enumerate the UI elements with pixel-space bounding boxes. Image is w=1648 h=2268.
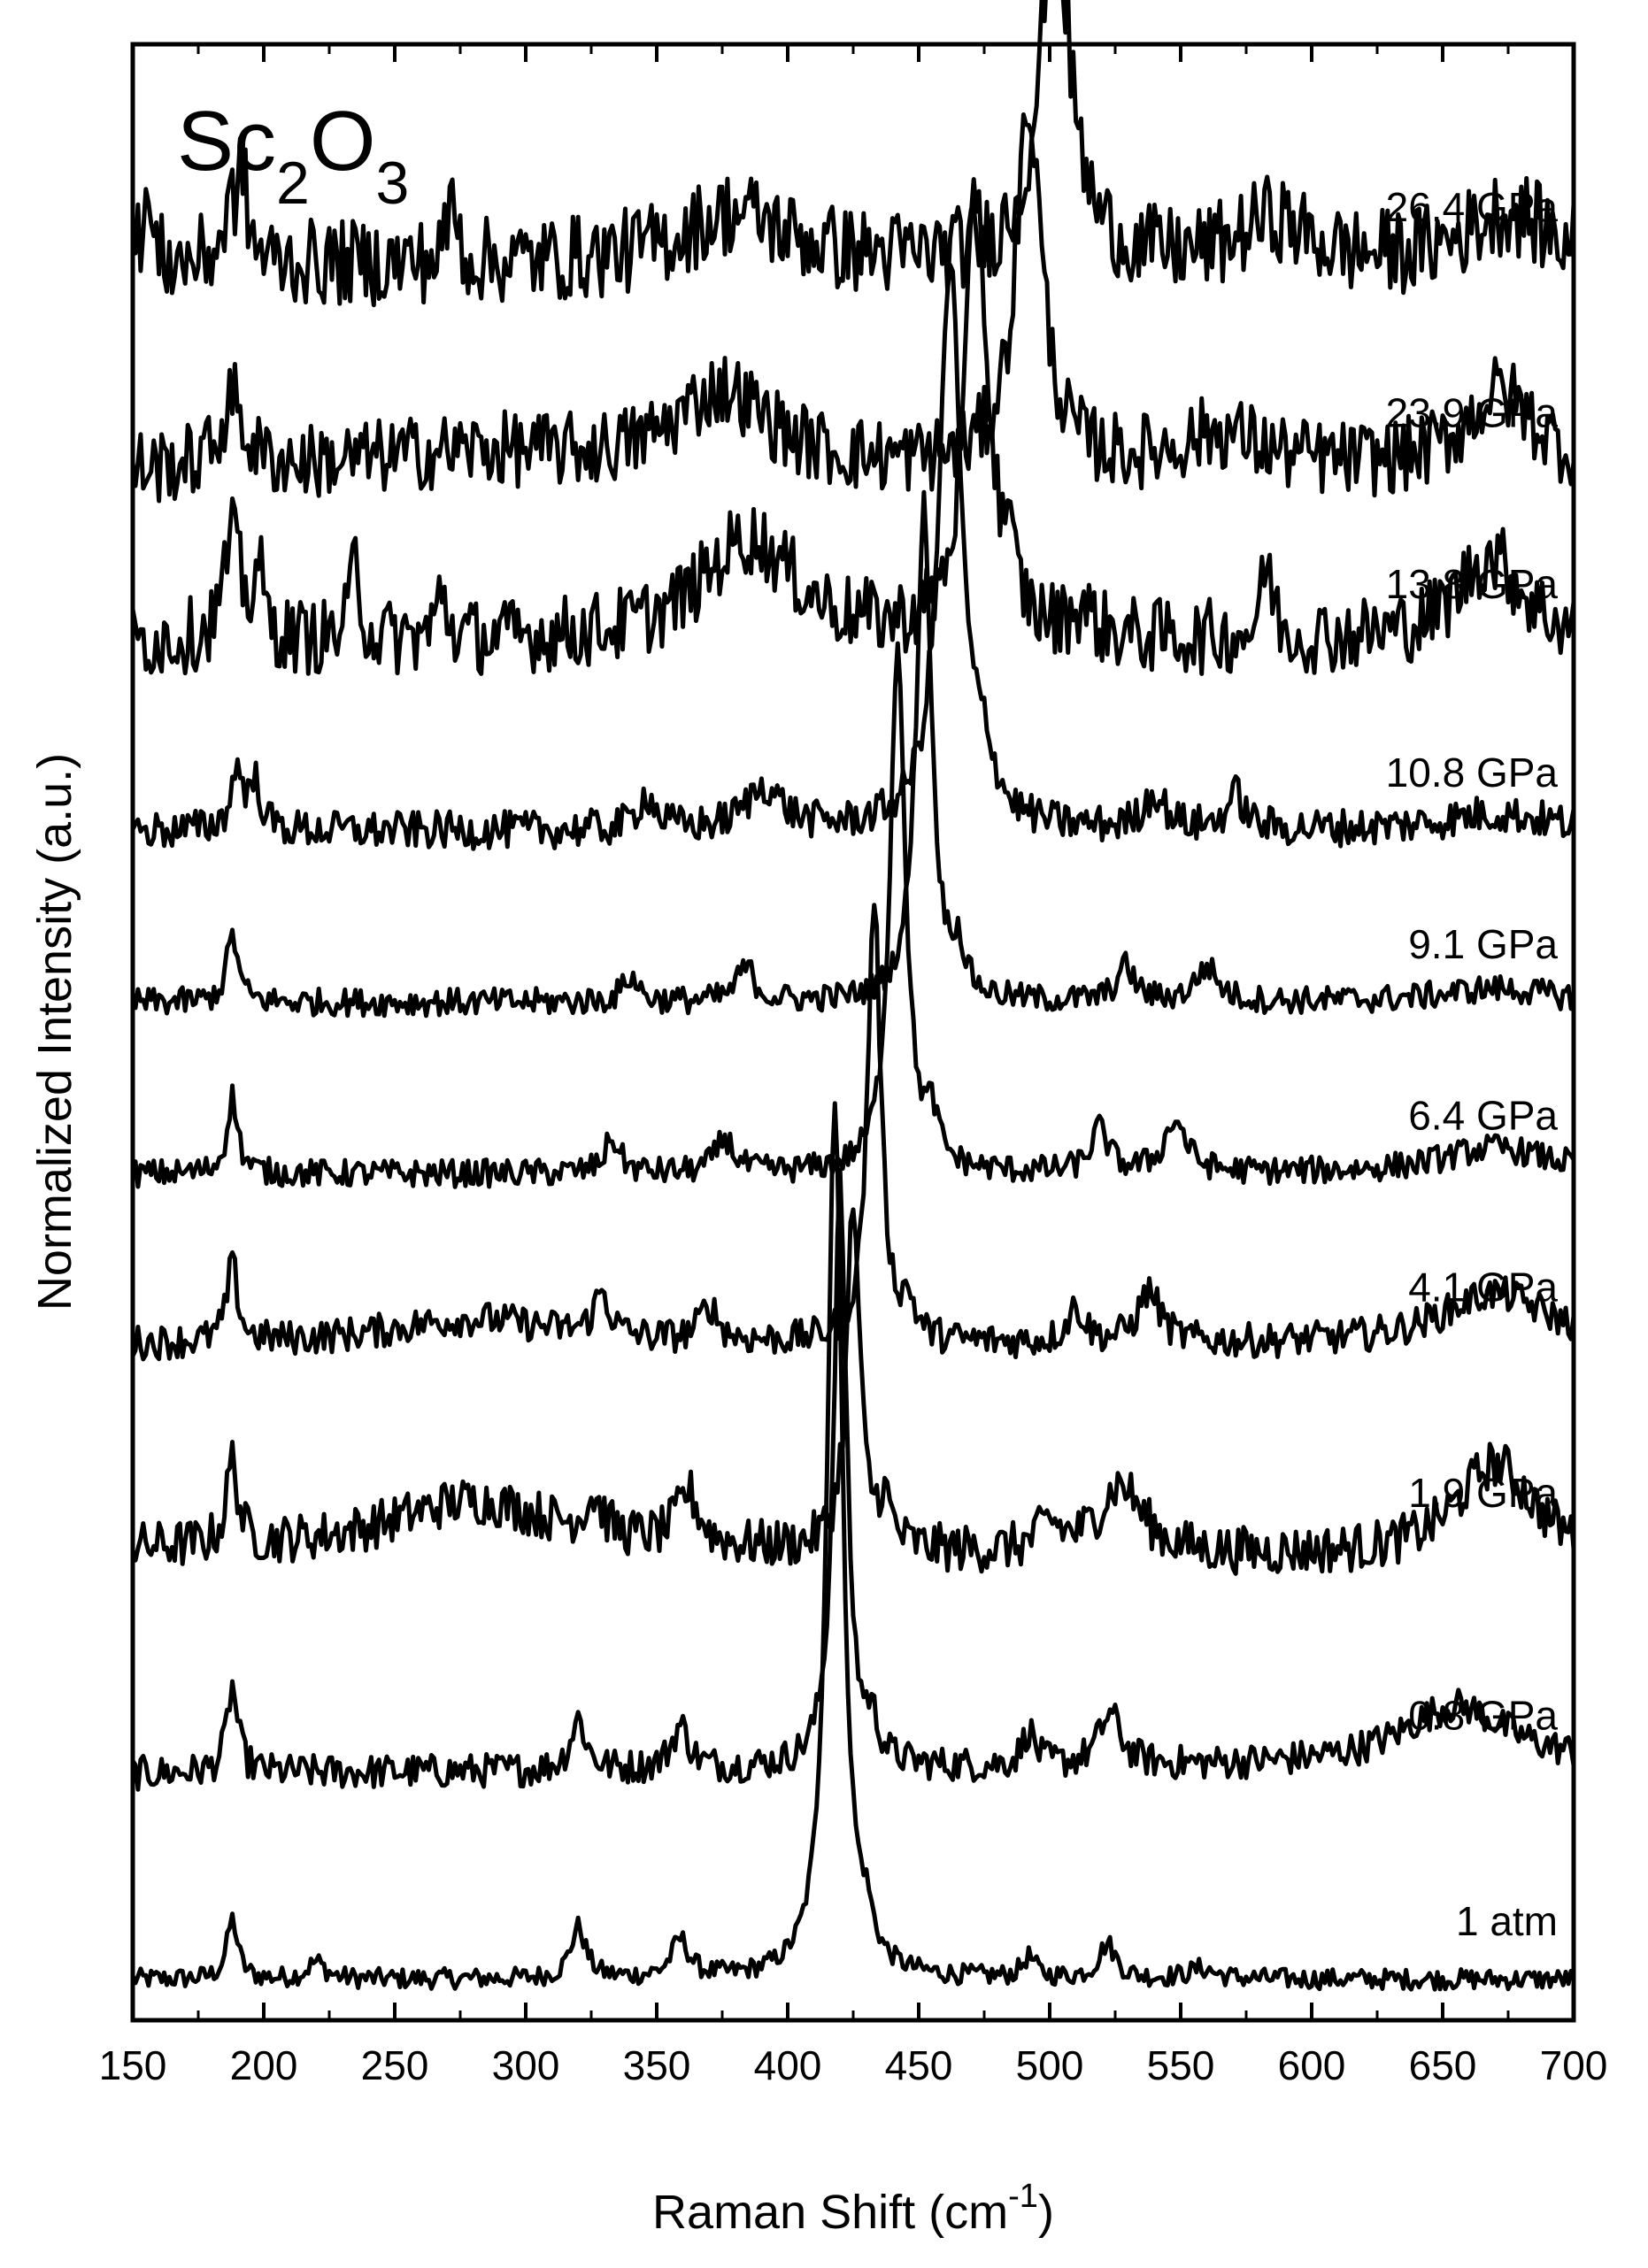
spectrum-line-23-9-gpa	[130, 112, 1576, 504]
x-tick-label-400: 400	[754, 2042, 822, 2088]
series-label-10-8-gpa: 10.8 GPa	[1386, 750, 1559, 796]
series-label-4-1-gpa: 4.1 GPa	[1408, 1264, 1558, 1310]
series-label-1-9-gpa: 1.9 GPa	[1408, 1470, 1558, 1516]
x-tick-label-350: 350	[623, 2042, 691, 2088]
series-labels: 1 atm 0.8 GPa 1.9 GPa 4.1 GPa 6.4 GPa 9.1 GPa…	[1386, 184, 1559, 1944]
series-label-0-8-gpa: 0.8 GPa	[1408, 1693, 1558, 1739]
x-tick-label-700: 700	[1540, 2042, 1608, 2088]
spectrum-line-4-1-gpa	[130, 903, 1576, 1362]
x-tick-label-200: 200	[230, 2042, 298, 2088]
series-label-13-8-gpa: 13.8 GPa	[1386, 561, 1559, 607]
x-axis-title: Raman Shift (cm-1)	[652, 2178, 1054, 2239]
x-tick-label-550: 550	[1147, 2042, 1215, 2088]
spectrum-line-6-4-gpa	[130, 641, 1576, 1189]
x-tick-label-500: 500	[1016, 2042, 1084, 2088]
y-axis-title: Normalized Intensity (a.u.)	[28, 753, 81, 1311]
x-tick-label-450: 450	[885, 2042, 953, 2088]
x-tick-label-300: 300	[492, 2042, 560, 2088]
x-tick-label-650: 650	[1409, 2042, 1477, 2088]
spectrum-line-13-8-gpa	[130, 177, 1576, 676]
series-label-1-atm: 1 atm	[1456, 1898, 1558, 1944]
x-tick-label-250: 250	[361, 2042, 429, 2088]
series-label-6-4-gpa: 6.4 GPa	[1408, 1093, 1558, 1139]
spectrum-line-0-8-gpa	[130, 1167, 1576, 1792]
sample-formula-label: Sc2O3	[177, 94, 409, 217]
spectrum-line-26-4-gpa	[130, 0, 1576, 308]
spectrum-line-1-9-gpa	[130, 1207, 1576, 1576]
spectrum-line-9-1-gpa	[130, 489, 1576, 1019]
series-label-26-4-gpa: 26.4 GPa	[1386, 184, 1559, 230]
series-label-23-9-gpa: 23.9 GPa	[1386, 389, 1559, 435]
series-label-9-1-gpa: 9.1 GPa	[1408, 921, 1558, 967]
x-tick-labels: 150 200 250 300 350 400 450 500 550 600 650 700	[99, 2042, 1608, 2088]
spectra-traces	[130, 0, 1576, 1992]
spectrum-line-1-atm	[130, 1101, 1576, 1992]
spectrum-line-10-8-gpa	[130, 262, 1576, 851]
axis-ticks	[131, 44, 1575, 2020]
x-tick-label-150: 150	[99, 2042, 167, 2088]
x-tick-label-600: 600	[1278, 2042, 1346, 2088]
